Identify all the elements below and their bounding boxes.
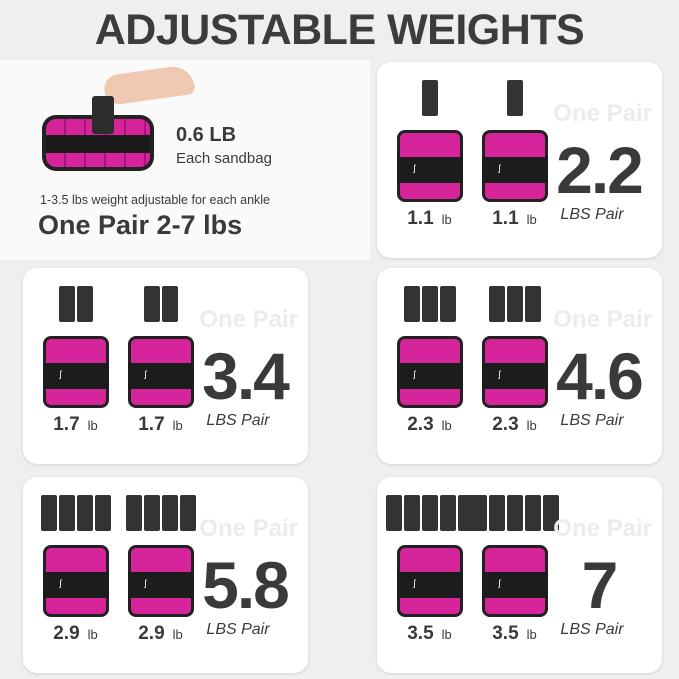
page-title: ADJUSTABLE WEIGHTS [94, 6, 585, 54]
per-ankle-weight: 2.3 lb [407, 414, 452, 435]
ankle-weight: ʃ 2.9 lb [36, 495, 116, 645]
sandbag-icon [94, 495, 111, 531]
sandbag-icon [58, 286, 75, 322]
pair-total: 4.6 [556, 339, 644, 413]
ankle-weight-image: ʃ [396, 545, 463, 617]
ankle-weight: ʃ 3.5 lb [470, 495, 559, 645]
pair-total-label: LBS Pair [206, 621, 270, 638]
sandbag-image [92, 96, 114, 134]
ankle-weight-image: ʃ [127, 545, 194, 617]
sandbag-icon [421, 286, 438, 322]
ankle-weight-image: ʃ [481, 545, 548, 617]
sandbag-icon [439, 286, 456, 322]
sandbag-icon [143, 495, 160, 531]
sandbag-icon [506, 495, 523, 531]
pair-total-label: LBS Pair [560, 206, 624, 223]
per-ankle-weight: 1.1 lb [407, 208, 452, 229]
sandbag-icon [421, 80, 438, 116]
per-ankle-weight: 1.7 lb [138, 414, 183, 435]
sandbag-icon [125, 495, 142, 531]
pair-total: 5.8 [202, 548, 290, 622]
weight-card: ʃ 2.3 lb ʃ 2.3 lb One Pair 4.6 LBS Pair [377, 268, 662, 464]
sandbag-icon [506, 80, 523, 116]
weight-card: ʃ 1.7 lb ʃ 1.7 lb One Pair 3.4 LBS Pair [23, 268, 308, 464]
per-ankle-weight: 1.7 lb [53, 414, 98, 435]
sandbag-icon [524, 286, 541, 322]
pair-total: 2.2 [556, 133, 644, 207]
sandbag-icon [488, 495, 505, 531]
sandbag-icon [457, 495, 474, 531]
sandbag-weight: 0.6 LB [176, 124, 237, 146]
watermark-text: One Pair [199, 306, 298, 333]
ankle-weight-image: ʃ [481, 336, 548, 408]
watermark-text: One Pair [553, 306, 652, 333]
per-ankle-weight: 3.5 lb [492, 623, 537, 644]
sandbag-icon [40, 495, 57, 531]
per-ankle-weight: 2.9 lb [53, 623, 98, 644]
ankle-weight-image: ʃ [481, 130, 548, 202]
ankle-weight: ʃ 1.1 lb [475, 80, 555, 230]
pair-total: 7 [581, 548, 619, 622]
sandbag-icon [179, 495, 196, 531]
ankle-weight: ʃ 1.1 lb [390, 80, 470, 230]
ankle-weight: ʃ 2.9 lb [121, 495, 201, 645]
pair-range: One Pair 2-7 lbs [38, 210, 243, 240]
sandbag-icon [403, 495, 420, 531]
sandbag-icon [76, 286, 93, 322]
pair-total-label: LBS Pair [206, 412, 270, 429]
sandbag-icon [76, 495, 93, 531]
per-ankle-weight: 3.5 lb [407, 623, 452, 644]
sandbag-icon [161, 286, 178, 322]
pair-total-label: LBS Pair [560, 621, 624, 638]
sandbag-icon [385, 495, 402, 531]
sandbag-icon [488, 286, 505, 322]
adjust-text: 1-3.5 lbs weight adjustable for each ank… [40, 193, 271, 207]
sandbag-icon [403, 286, 420, 322]
watermark-text: One Pair [553, 515, 652, 542]
sandbag-icon [506, 286, 523, 322]
per-ankle-weight: 2.9 lb [138, 623, 183, 644]
ankle-weight-image: ʃ [42, 336, 109, 408]
ankle-weight: ʃ 2.3 lb [475, 286, 555, 436]
ankle-weight-image: ʃ [42, 545, 109, 617]
ankle-weight: ʃ 2.3 lb [390, 286, 470, 436]
ankle-weight-image: ʃ [396, 336, 463, 408]
ankle-weight: ʃ 1.7 lb [121, 286, 201, 436]
sandbag-icon [58, 495, 75, 531]
ankle-weight: ʃ 1.7 lb [36, 286, 116, 436]
sandbag-icon [161, 495, 178, 531]
sandbag-icon [524, 495, 541, 531]
per-ankle-weight: 1.1 lb [492, 208, 537, 229]
weight-card: ʃ 3.5 lb ʃ 3.5 lb One Pair 7 LBS Pair [377, 477, 662, 673]
pair-total-label: LBS Pair [560, 412, 624, 429]
ankle-weight-image: ʃ [127, 336, 194, 408]
ankle-weight: ʃ 3.5 lb [385, 495, 474, 645]
watermark-text: One Pair [553, 100, 652, 127]
watermark-text: One Pair [199, 515, 298, 542]
sandbag-icon [439, 495, 456, 531]
per-ankle-weight: 2.3 lb [492, 414, 537, 435]
sandbag-icon [143, 286, 160, 322]
sandbag-icon [542, 495, 559, 531]
sandbag-label: Each sandbag [176, 150, 272, 167]
sandbag-icon [470, 495, 487, 531]
weight-card: ʃ 2.9 lb ʃ 2.9 lb One Pair 5.8 LBS Pair [23, 477, 308, 673]
pair-total: 3.4 [202, 339, 290, 413]
weight-card: ʃ 1.1 lb ʃ 1.1 lb One Pair 2.2 LBS Pair [377, 62, 662, 258]
sandbag-icon [421, 495, 438, 531]
ankle-weight-image: ʃ [396, 130, 463, 202]
